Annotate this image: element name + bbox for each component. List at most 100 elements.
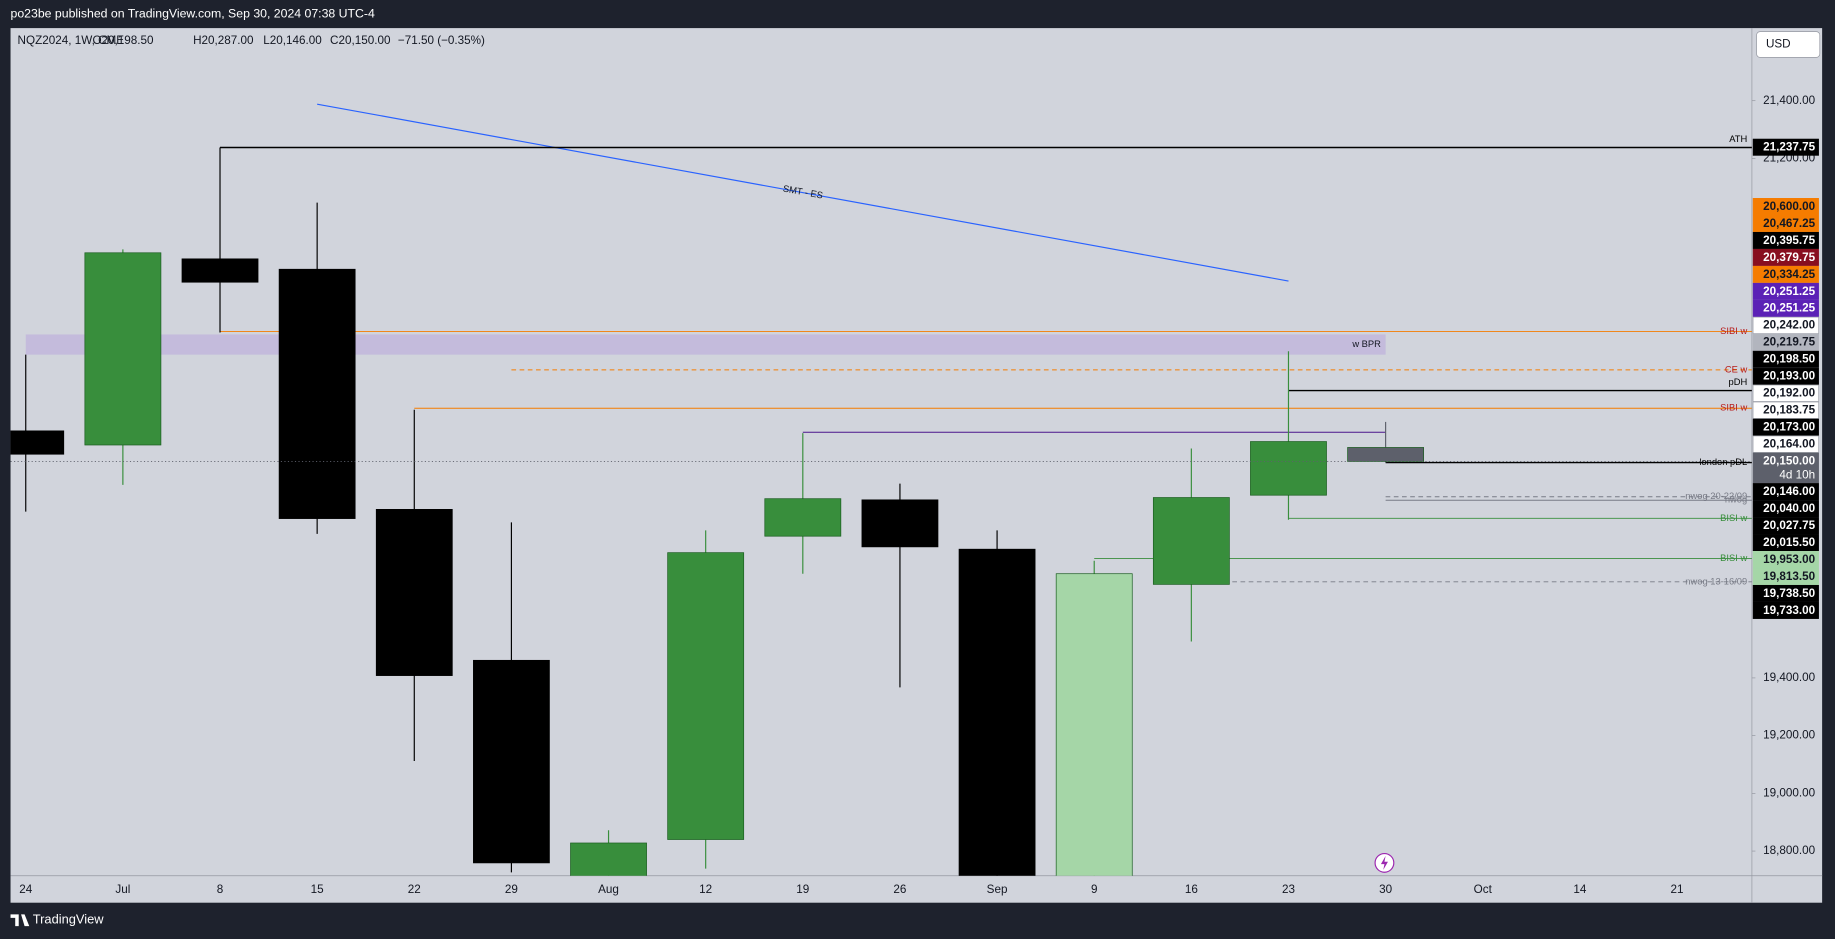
x-tick-label: 30	[1379, 883, 1392, 896]
price-tag	[1752, 551, 1819, 568]
price-tag-label: 20,379.75	[1763, 251, 1815, 264]
price-tag-label: 20,193.00	[1763, 370, 1815, 383]
price-tag	[1752, 198, 1819, 215]
x-tick-label: Aug	[598, 883, 619, 896]
candle-body	[764, 498, 842, 537]
level-label: ATH	[1729, 134, 1747, 144]
candle-body	[375, 509, 453, 676]
zone-label: w BPR	[1351, 339, 1381, 349]
level-label: pDH	[1728, 377, 1747, 387]
price-tag-label: 20,219.75	[1763, 336, 1815, 349]
candle-body	[1055, 573, 1133, 876]
price-tag-label: 20,600.00	[1763, 200, 1815, 213]
price-tag-label: 20,198.50	[1763, 353, 1815, 366]
level-label: BISI w	[1720, 513, 1747, 523]
x-tick-label: 21	[1671, 883, 1684, 896]
price-tag	[1752, 401, 1819, 419]
candle-body	[84, 252, 162, 446]
level-label: nwog	[1725, 495, 1747, 505]
x-tick-label: 22	[408, 883, 421, 896]
price-tag	[1752, 265, 1819, 283]
candle-body	[1250, 441, 1327, 496]
x-tick-label: 29	[505, 883, 518, 896]
x-tick-label: 12	[699, 883, 712, 896]
price-tag-label: 21,237.75	[1763, 141, 1815, 154]
price-tag-label: 20,395.75	[1763, 234, 1815, 247]
price-axis: 21,400.0021,200.0019,400.0019,200.0019,0…	[1751, 94, 1819, 857]
x-tick-label: 19	[796, 883, 809, 896]
candle-body	[10, 430, 65, 455]
x-tick-label: 23	[1282, 883, 1295, 896]
x-tick-label: 9	[1091, 883, 1098, 896]
legend-symbol: NQZ2024, 1W, CME	[18, 34, 125, 47]
price-tag	[1752, 138, 1819, 156]
price-tag-label: 20,242.00	[1763, 319, 1815, 332]
level-label: nwog 13-16/09	[1685, 576, 1747, 586]
price-tag	[1752, 418, 1819, 436]
price-tag	[1752, 248, 1819, 266]
icon-bolt[interactable]	[1380, 855, 1388, 870]
legend-change: −71.50 (−0.35%)	[398, 34, 485, 47]
level-label: SIBI w	[1720, 403, 1747, 413]
price-tag	[1752, 316, 1819, 334]
y-tick-label: 18,800.00	[1763, 844, 1815, 857]
price-tag	[1752, 282, 1819, 300]
price-tag-label: 20,251.25	[1763, 285, 1815, 298]
x-tick-label: Jul	[115, 883, 130, 896]
currency-button[interactable]	[1756, 31, 1821, 58]
price-tag-label: 20,015.50	[1763, 536, 1815, 549]
legend: NQZ2024, 1W, CME O20,198.50 H20,287.00 L…	[18, 34, 485, 47]
y-tick-label: 21,400.00	[1763, 94, 1815, 107]
x-tick-label: 26	[893, 883, 906, 896]
x-tick-label: 16	[1185, 883, 1198, 896]
footer-brand: TradingView	[33, 912, 104, 927]
zone	[25, 334, 1386, 355]
legend-open: O20,198.50	[92, 34, 154, 47]
price-tag-label: 20,183.75	[1763, 404, 1815, 417]
price-tag-label: 20,192.00	[1763, 387, 1815, 400]
price-tag	[1752, 214, 1819, 232]
price-tag	[1752, 601, 1819, 619]
legend-close: C20,150.00	[330, 34, 391, 47]
currency-label[interactable]: USD	[1766, 38, 1791, 51]
price-tag-label: 19,733.00	[1763, 604, 1815, 617]
price-tag	[1752, 500, 1819, 518]
candle-body	[181, 258, 259, 283]
price-tag	[1752, 333, 1819, 351]
price-tag-label: 20,164.00	[1763, 438, 1815, 451]
price-tag	[1752, 584, 1819, 602]
level-label: london pDL	[1699, 457, 1747, 467]
price-tag-label: 19,813.50	[1763, 570, 1815, 583]
candle-body	[1347, 447, 1424, 462]
x-tick-label: 15	[311, 883, 324, 896]
x-tick-label: Oct	[1474, 883, 1493, 896]
x-tick-label: 24	[19, 883, 32, 896]
candle-body	[958, 548, 1036, 876]
price-tag	[1752, 567, 1819, 585]
y-tick-label: 19,200.00	[1763, 729, 1815, 742]
price-tag-countdown: 4d 10h	[1779, 469, 1815, 482]
snapshot-icon[interactable]	[1374, 852, 1395, 873]
candle-body	[667, 552, 745, 840]
level-label: SIBI w	[1720, 326, 1747, 336]
price-tag	[1752, 517, 1819, 535]
price-tag	[1752, 452, 1819, 484]
x-tick-label: Sep	[987, 883, 1008, 896]
price-tag-label: 20,334.25	[1763, 268, 1815, 281]
price-tag-label: 20,040.00	[1763, 502, 1815, 515]
x-tick-label: 14	[1573, 883, 1586, 896]
price-tag-label: 20,251.25	[1763, 302, 1815, 315]
level-label: nwog 20-22/09	[1685, 491, 1747, 501]
candle-body	[473, 659, 550, 864]
candle-body	[278, 268, 356, 519]
trendline	[317, 103, 1289, 282]
price-tag	[1752, 534, 1819, 552]
price-tag	[1752, 350, 1819, 368]
candle-body	[1152, 497, 1230, 585]
price-tag	[1752, 299, 1819, 317]
price-tag	[1752, 231, 1819, 249]
price-tag-label: 20,027.75	[1763, 519, 1815, 532]
header-text: po23be published on TradingView.com, Sep…	[11, 6, 375, 20]
